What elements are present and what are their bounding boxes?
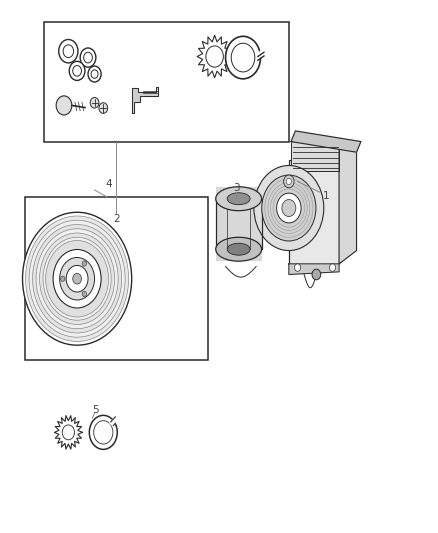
Text: 4: 4 bbox=[106, 179, 112, 189]
Circle shape bbox=[59, 39, 78, 63]
Circle shape bbox=[53, 249, 101, 308]
Polygon shape bbox=[339, 142, 357, 264]
Circle shape bbox=[66, 265, 88, 292]
Circle shape bbox=[36, 229, 118, 329]
Text: 5: 5 bbox=[92, 405, 99, 415]
Bar bbox=[291, 142, 339, 171]
Bar bbox=[289, 160, 339, 264]
Circle shape bbox=[22, 212, 132, 345]
Polygon shape bbox=[132, 87, 158, 114]
Circle shape bbox=[284, 175, 294, 188]
Circle shape bbox=[206, 46, 223, 67]
Circle shape bbox=[60, 276, 65, 281]
Circle shape bbox=[277, 193, 301, 223]
Circle shape bbox=[94, 421, 113, 444]
Text: 1: 1 bbox=[323, 191, 329, 201]
Circle shape bbox=[82, 261, 86, 266]
Circle shape bbox=[231, 43, 255, 72]
Circle shape bbox=[73, 66, 81, 76]
Polygon shape bbox=[54, 416, 82, 449]
Ellipse shape bbox=[216, 187, 261, 211]
Circle shape bbox=[90, 98, 99, 108]
Circle shape bbox=[39, 246, 58, 269]
Circle shape bbox=[63, 45, 74, 58]
Circle shape bbox=[43, 237, 111, 320]
Polygon shape bbox=[289, 264, 339, 274]
Circle shape bbox=[88, 66, 101, 82]
Circle shape bbox=[73, 273, 81, 284]
Circle shape bbox=[69, 61, 85, 80]
Circle shape bbox=[282, 199, 296, 216]
Circle shape bbox=[56, 96, 72, 115]
Circle shape bbox=[84, 52, 92, 63]
Bar bbox=[216, 187, 261, 261]
Circle shape bbox=[99, 103, 108, 114]
Polygon shape bbox=[291, 131, 361, 152]
Circle shape bbox=[82, 291, 86, 296]
Circle shape bbox=[89, 415, 117, 449]
Circle shape bbox=[46, 240, 109, 317]
Ellipse shape bbox=[227, 243, 250, 255]
Circle shape bbox=[80, 48, 96, 67]
Polygon shape bbox=[197, 35, 232, 78]
Circle shape bbox=[32, 237, 65, 278]
Circle shape bbox=[91, 70, 98, 78]
Circle shape bbox=[262, 175, 316, 241]
Circle shape bbox=[294, 264, 300, 271]
Circle shape bbox=[32, 224, 122, 333]
Bar bbox=[25, 197, 208, 360]
Bar bbox=[44, 22, 289, 142]
Text: 2: 2 bbox=[113, 214, 120, 224]
Circle shape bbox=[254, 165, 324, 251]
Circle shape bbox=[226, 36, 261, 79]
Circle shape bbox=[29, 220, 125, 337]
Text: 3: 3 bbox=[233, 183, 240, 193]
Circle shape bbox=[39, 233, 115, 325]
Circle shape bbox=[60, 257, 95, 300]
Circle shape bbox=[62, 425, 74, 440]
Ellipse shape bbox=[227, 193, 250, 205]
Ellipse shape bbox=[216, 237, 261, 261]
Circle shape bbox=[312, 269, 321, 280]
Circle shape bbox=[329, 264, 336, 271]
Circle shape bbox=[286, 178, 291, 184]
Circle shape bbox=[25, 216, 129, 342]
